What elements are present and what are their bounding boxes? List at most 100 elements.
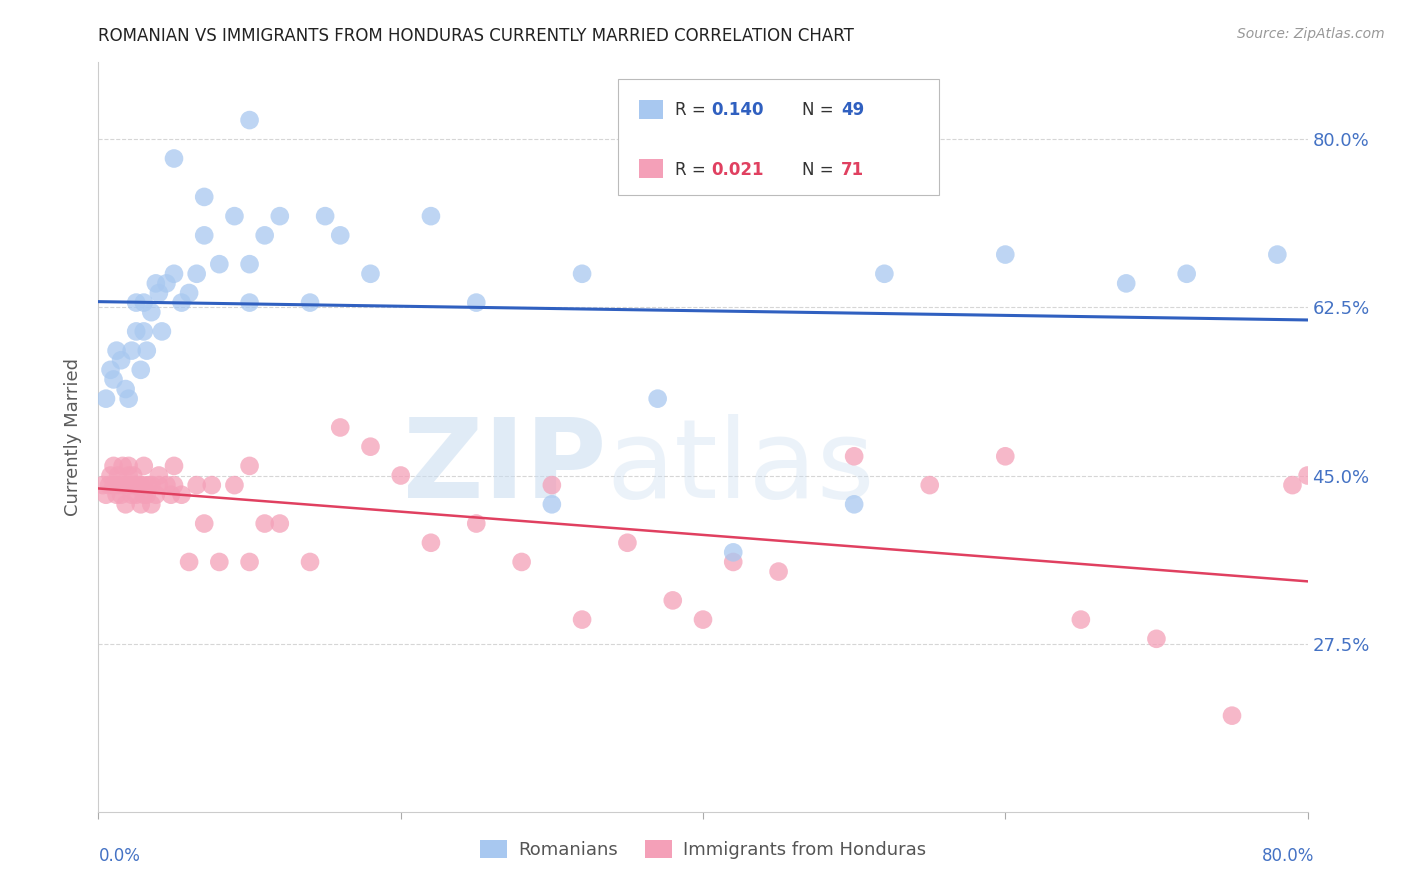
Point [1220,708,1243,723]
Text: Source: ZipAtlas.com: Source: ZipAtlas.com [1237,27,1385,41]
Point [186,267,208,281]
Point [105,343,128,358]
Point [114,382,136,396]
Point [540,497,562,511]
Point [465,516,488,531]
Text: 0.140: 0.140 [711,102,763,120]
Point [148,468,170,483]
Point [150,325,173,339]
Point [193,228,215,243]
Point [110,488,132,502]
Point [94,392,117,406]
Point [239,555,262,569]
Point [132,488,155,502]
Point [420,535,443,549]
Point [132,325,155,339]
Point [1296,468,1319,483]
Point [844,450,866,464]
Point [118,458,141,473]
Text: 80.0%: 80.0% [1263,847,1315,865]
Point [193,516,215,531]
Text: N =: N = [803,161,839,178]
Point [299,295,322,310]
Point [723,555,745,569]
Point [155,277,177,291]
Y-axis label: Currently Married: Currently Married [65,358,83,516]
Point [110,353,132,368]
Point [540,478,562,492]
Point [170,488,193,502]
Point [994,450,1017,464]
Text: ROMANIAN VS IMMIGRANTS FROM HONDURAS CURRENTLY MARRIED CORRELATION CHART: ROMANIAN VS IMMIGRANTS FROM HONDURAS CUR… [98,27,855,45]
Point [125,488,148,502]
Point [118,468,141,483]
Point [121,478,143,492]
Point [420,209,443,223]
Point [129,363,152,377]
Text: R =: R = [675,102,711,120]
Bar [638,159,664,178]
Point [103,478,125,492]
Point [571,613,593,627]
Point [155,478,177,492]
Point [135,488,157,502]
Point [179,285,201,300]
Point [163,458,186,473]
Text: 71: 71 [841,161,863,178]
Point [141,497,163,511]
Point [224,209,246,223]
Point [94,488,117,502]
Text: atlas: atlas [606,414,875,521]
Point [135,343,157,358]
Point [389,468,412,483]
Text: ZIP: ZIP [404,414,606,521]
Point [111,458,134,473]
Point [269,516,291,531]
Point [299,555,322,569]
Point [224,478,246,492]
Point [125,478,148,492]
Point [103,372,125,386]
Point [145,488,167,502]
Point [239,113,262,128]
Point [141,305,163,319]
Point [1070,613,1092,627]
Point [136,478,159,492]
Point [118,478,141,492]
Text: 49: 49 [841,102,865,120]
Point [103,458,125,473]
Point [329,228,352,243]
Point [121,343,143,358]
Point [163,267,186,281]
Point [132,478,155,492]
Point [129,478,152,492]
Point [616,535,638,549]
Text: R =: R = [675,161,711,178]
Point [145,277,167,291]
Point [105,488,128,502]
Point [1115,277,1137,291]
Point [160,488,183,502]
Text: 0.0%: 0.0% [98,847,141,865]
Bar [638,100,664,119]
Point [239,458,262,473]
Point [132,458,155,473]
Point [239,257,262,271]
Point [125,325,148,339]
Point [148,478,170,492]
Point [239,295,262,310]
Point [360,440,382,454]
Point [465,295,488,310]
Text: 0.021: 0.021 [711,161,763,178]
Point [179,555,201,569]
Point [994,247,1017,261]
Point [148,285,170,300]
Point [208,257,231,271]
Point [163,478,186,492]
Point [121,488,143,502]
Legend: Romanians, Immigrants from Honduras: Romanians, Immigrants from Honduras [472,832,934,866]
Point [269,209,291,223]
Point [114,497,136,511]
Point [692,613,714,627]
Point [844,497,866,511]
